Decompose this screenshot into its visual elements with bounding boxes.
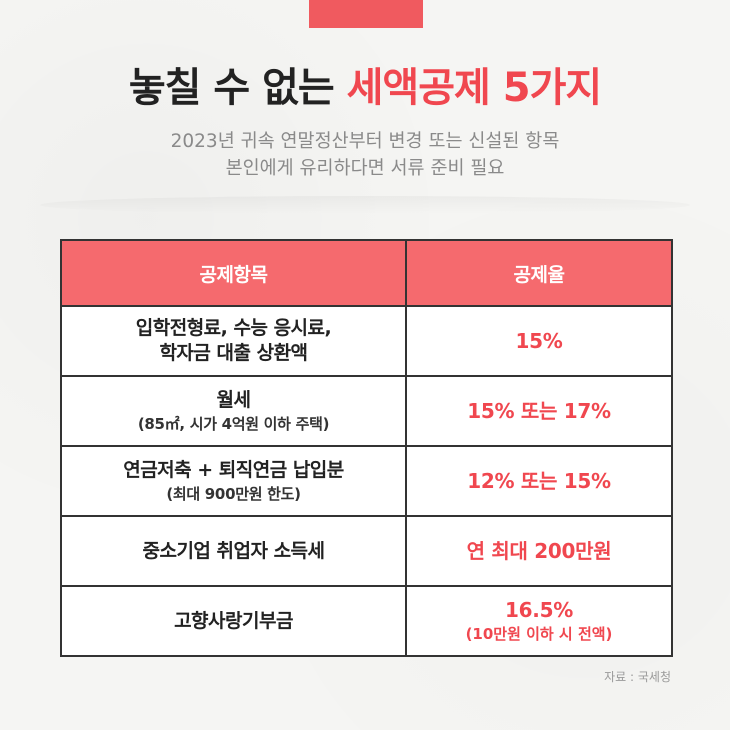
table-row: 월세 (85㎡, 시가 4억원 이하 주택) 15% 또는 17%: [60, 375, 673, 447]
item-cell: 고향사랑기부금: [60, 585, 407, 657]
item-line-1: 중소기업 취업자 소득세: [142, 539, 325, 562]
title-accent-part: 세액공제 5가지: [346, 65, 603, 111]
item-cell: 연금저축 + 퇴직연금 납입분 (최대 900만원 한도): [60, 445, 407, 517]
title-dark-part: 놓칠 수 없는: [128, 65, 335, 111]
rate-value: 15%: [515, 329, 563, 353]
table-row: 연금저축 + 퇴직연금 납입분 (최대 900만원 한도) 12% 또는 15%: [60, 445, 673, 517]
page-title: 놓칠 수 없는 세액공제 5가지: [0, 62, 730, 114]
rate-note: (10만원 이하 시 전액): [465, 625, 613, 643]
item-line-1: 고향사랑기부금: [174, 609, 293, 632]
rate-value: 15% 또는 17%: [467, 399, 611, 423]
item-line-1: 연금저축 + 퇴직연금 납입분: [123, 458, 344, 481]
item-cell: 중소기업 취업자 소득세: [60, 515, 407, 587]
item-note: (85㎡, 시가 4억원 이하 주택): [137, 414, 330, 433]
subtitle-line-1: 2023년 귀속 연말정산부터 변경 또는 신설된 항목: [170, 131, 560, 152]
table-header-row: 공제항목 공제율: [60, 239, 673, 307]
subtitle: 2023년 귀속 연말정산부터 변경 또는 신설된 항목 본인에게 유리하다면 …: [0, 128, 730, 182]
rate-value: 12% 또는 15%: [467, 469, 611, 493]
item-cell: 입학전형료, 수능 응시료, 학자금 대출 상환액: [60, 305, 407, 377]
item-line-1: 입학전형료, 수능 응시료,: [135, 317, 332, 339]
subtitle-line-2: 본인에게 유리하다면 서류 준비 필요: [225, 158, 505, 179]
header-item: 공제항목: [60, 239, 407, 307]
rate-value: 연 최대 200만원: [466, 539, 612, 563]
rate-cell: 16.5% (10만원 이하 시 전액): [405, 585, 673, 657]
rate-value: 16.5%: [505, 598, 573, 622]
table-row: 고향사랑기부금 16.5% (10만원 이하 시 전액): [60, 585, 673, 657]
deduction-table: 공제항목 공제율 입학전형료, 수능 응시료, 학자금 대출 상환액 15% 월…: [60, 239, 673, 657]
rate-cell: 12% 또는 15%: [405, 445, 673, 517]
rate-cell: 연 최대 200만원: [405, 515, 673, 587]
top-accent-bar: [309, 0, 423, 28]
table-row: 중소기업 취업자 소득세 연 최대 200만원: [60, 515, 673, 587]
item-line-1: 월세: [216, 388, 251, 411]
source-note: 자료 : 국세청: [604, 670, 671, 684]
item-line-2: 학자금 대출 상환액: [159, 342, 308, 364]
rate-cell: 15% 또는 17%: [405, 375, 673, 447]
title-shadow: [40, 196, 690, 214]
table-row: 입학전형료, 수능 응시료, 학자금 대출 상환액 15%: [60, 305, 673, 377]
item-note: (최대 900만원 한도): [166, 484, 301, 503]
rate-cell: 15%: [405, 305, 673, 377]
item-cell: 월세 (85㎡, 시가 4억원 이하 주택): [60, 375, 407, 447]
header-rate: 공제율: [405, 239, 673, 307]
